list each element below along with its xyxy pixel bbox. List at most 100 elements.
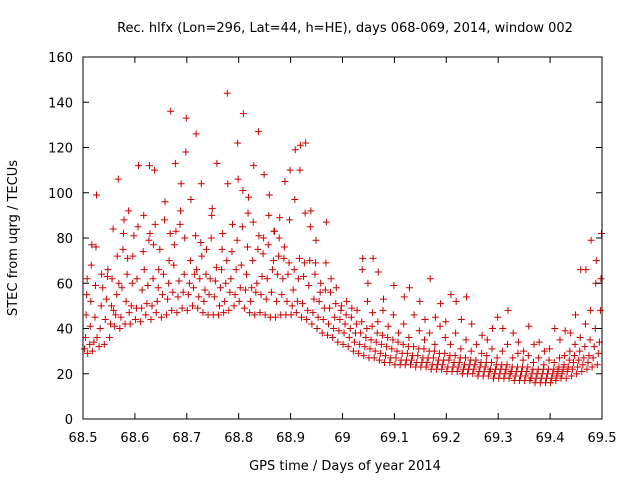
data-point [578,367,586,375]
data-point [535,354,543,362]
data-point [363,325,371,332]
data-point [171,159,179,167]
x-tick-label: 68.5 [69,431,98,446]
data-point [286,216,294,224]
data-point [502,365,510,373]
data-point [239,110,247,118]
data-point [343,297,351,305]
data-point [341,320,349,328]
data-point [163,311,171,319]
data-point [93,334,101,342]
data-point [193,266,201,274]
data-point [113,252,121,260]
data-point [133,275,141,283]
data-point [161,198,169,206]
data-point [237,261,245,269]
data-point [350,338,358,346]
data-point [139,248,147,256]
data-point [129,252,137,260]
data-point [561,327,569,335]
data-point [452,329,460,337]
data-point [478,349,486,357]
data-point [228,248,236,256]
data-point [552,377,560,385]
data-point [322,259,330,267]
data-point [376,349,384,357]
data-point [221,297,229,305]
data-point [374,268,382,276]
data-point [375,356,383,364]
data-point [192,130,200,138]
data-point [99,284,107,292]
data-point [317,279,325,287]
data-point [108,275,116,283]
data-point [590,343,598,351]
data-point [279,275,287,283]
x-axis-label: GPS time / Days of year 2014 [249,459,441,474]
data-point [109,225,117,233]
data-point [236,284,244,292]
data-point [329,334,337,342]
data-point [92,191,100,199]
data-point [150,241,158,249]
data-point [368,322,376,330]
data-point [272,313,280,321]
data-point [290,266,298,274]
data-point [503,361,511,369]
data-point [104,266,112,274]
data-point [313,325,321,332]
data-point [173,309,181,317]
data-point [414,352,422,360]
data-point [143,300,151,308]
data-point [339,340,347,348]
data-point [454,363,462,371]
data-point [157,313,165,321]
data-points [81,89,605,387]
data-point [166,229,174,237]
data-point [112,311,120,319]
data-point [187,196,195,204]
data-point [208,211,216,219]
data-point [393,347,401,355]
y-tick-label: 100 [48,187,73,202]
data-point [189,302,197,310]
data-point [194,304,202,312]
data-point [217,284,225,292]
data-point [487,358,495,366]
data-point [119,229,127,237]
data-point [205,291,213,299]
data-point [81,345,89,353]
data-point [107,320,115,328]
data-point [462,354,470,362]
data-point [240,304,248,312]
data-point [594,349,602,357]
data-point [478,331,486,339]
data-point [244,209,252,217]
data-point [82,311,90,319]
data-point [406,361,414,369]
data-point [155,266,163,274]
data-point [308,320,316,328]
data-point [570,352,578,360]
data-point [278,291,286,299]
data-point [430,347,438,355]
data-point [369,309,377,317]
data-point [300,272,308,280]
data-point [223,257,231,265]
data-point [569,358,577,366]
data-point [453,367,461,375]
data-point [364,279,372,287]
data-point [177,207,185,215]
data-point [190,284,198,292]
data-point [123,270,131,278]
data-point [367,336,375,344]
data-point [363,297,371,305]
data-point [238,223,246,231]
data-point [337,302,345,310]
data-point [223,89,231,97]
data-point [301,259,309,267]
y-tick-label: 0 [65,413,73,428]
data-point [102,295,110,303]
data-point [203,245,211,253]
data-point [88,241,96,249]
